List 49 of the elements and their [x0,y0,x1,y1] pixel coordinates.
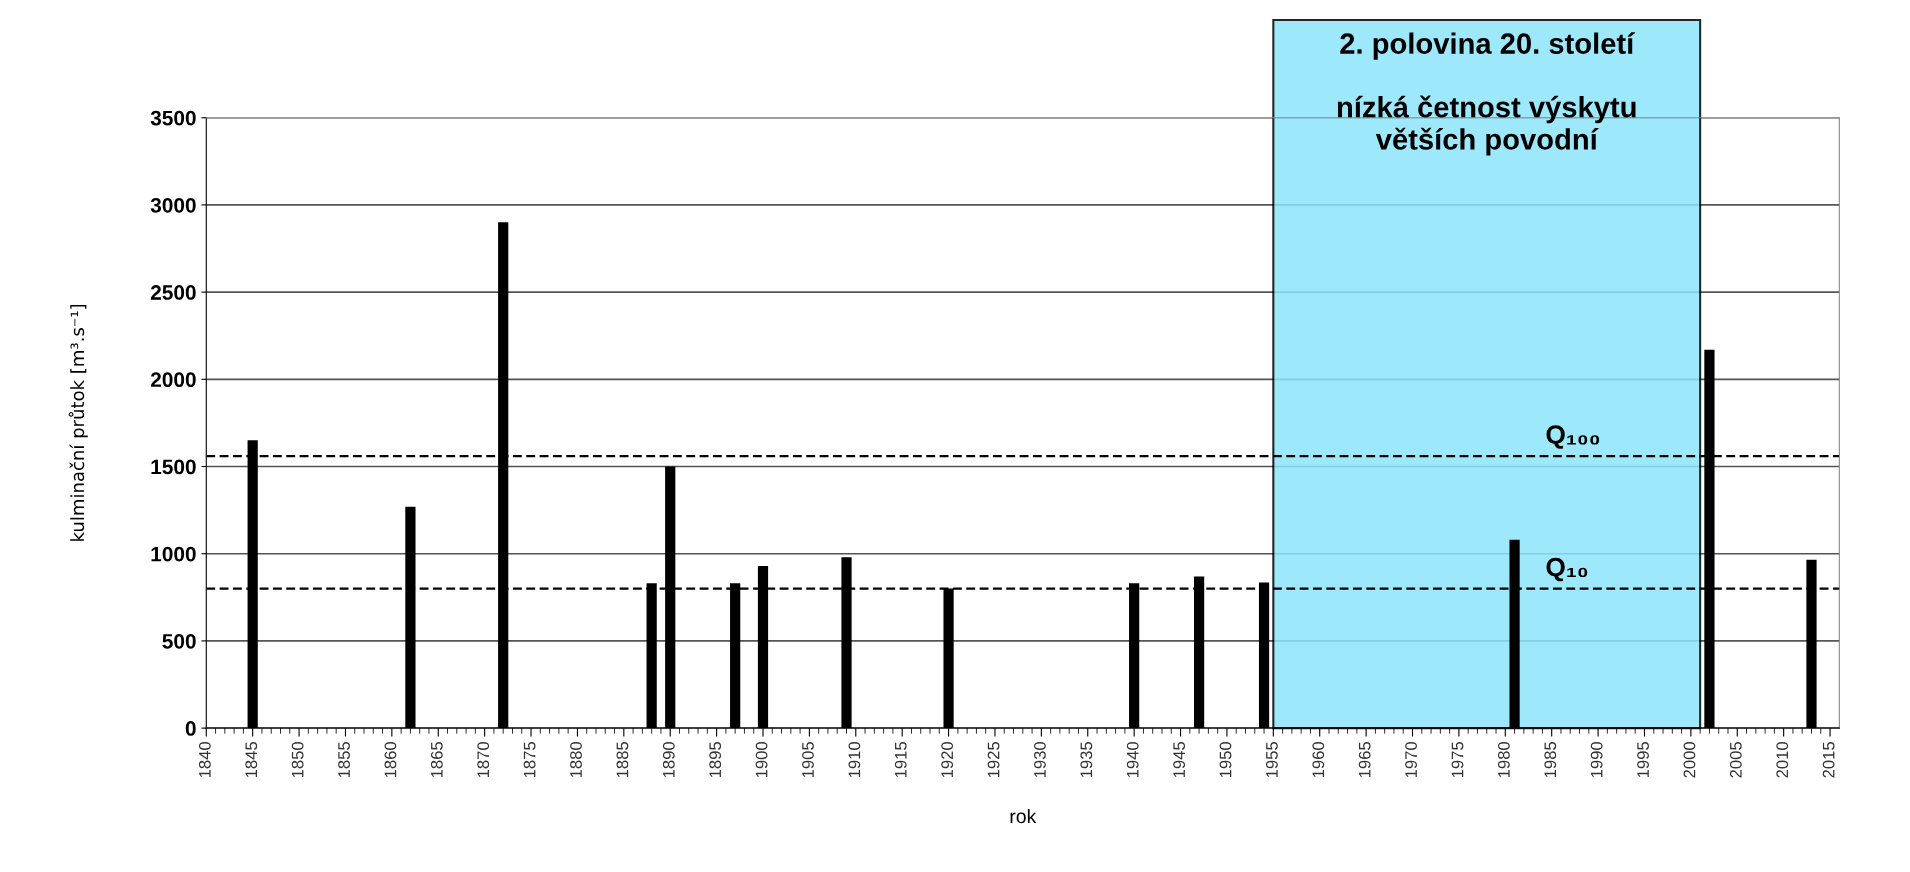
x-tick-label: 1935 [1080,742,1093,778]
x-tick-label: 1995 [1637,742,1649,778]
x-tick-label: 1895 [709,742,722,778]
x-tick-label: 1945 [1173,742,1186,778]
x-tick-label: 1855 [338,742,350,778]
x-tick-label: 1955 [1266,742,1278,778]
ref-line-label: Q₁₀ [1546,557,1588,582]
y-tick-label: 3000 [150,197,196,213]
x-tick-label: 1885 [616,742,629,778]
x-tick-label: 2005 [1729,742,1742,778]
x-tick-label: 1875 [523,742,536,778]
x-tick-label: 1890 [662,741,675,778]
x-tick-label: 1910 [848,741,861,778]
x-tick-label: 1970 [1405,741,1417,778]
x-tick-label: 1840 [198,741,211,778]
x-tick-label: 1930 [1034,741,1046,778]
y-tick-label: 1000 [151,546,196,562]
x-tick-label: 1860 [384,741,397,778]
ref-line-label: Q₁₀₀ [1546,425,1600,449]
y-tick-label: 0 [185,721,196,736]
y-tick-label: 2000 [150,372,196,388]
x-tick-label: 1990 [1590,741,1603,778]
x-tick-label: 1865 [430,742,443,778]
x-tick-label: 1960 [1312,741,1325,778]
x-tick-label: 1925 [987,742,1000,778]
x-tick-label: 1940 [1126,741,1139,778]
x-tick-label: 1950 [1219,741,1232,778]
x-tick-label: 1975 [1451,742,1464,778]
y-tick-label: 2500 [150,285,196,300]
x-tick-label: 1845 [245,742,258,778]
text: 2. polovina 20. století nízká četnost výskytu větších povodní [1337,32,1636,156]
x-tick-label: 1965 [1358,742,1371,778]
x-axis-title: rok [1010,808,1037,824]
x-tick-label: 1915 [894,742,907,778]
x-tick-label: 1985 [1544,742,1557,778]
y-tick-label: 3500 [150,110,196,126]
x-tick-label: 2000 [1683,741,1696,778]
x-tick-label: 1900 [755,741,768,778]
x-tick-label: 2010 [1776,741,1789,778]
x-tick-label: 1980 [1497,741,1510,778]
x-tick-label: 1870 [477,741,490,778]
x-tick-label: 1920 [941,741,954,778]
y-tick-label: 1500 [151,459,196,475]
x-tick-label: 1905 [802,742,814,778]
x-tick-label: 1850 [291,741,304,778]
y-axis-title: kulminační průtok [m³.s⁻¹] [68,304,88,541]
y-tick-label: 500 [162,633,196,649]
x-tick-label: 2015 [1822,742,1835,778]
x-tick-label: 1880 [570,741,582,778]
